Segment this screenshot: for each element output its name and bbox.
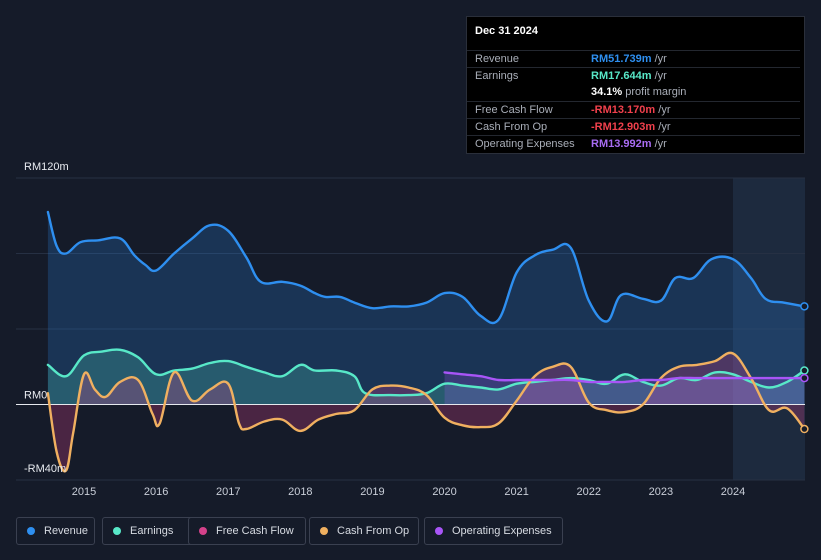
tooltip-row-free-cash-flow: Free Cash Flow -RM13.170m /yr xyxy=(467,101,800,118)
legend-dot-icon xyxy=(435,527,443,535)
tooltip-value: RM13.992m /yr xyxy=(591,138,667,150)
tooltip-value: -RM12.903m /yr xyxy=(591,121,671,133)
tooltip-row-cash-from-op: Cash From Op -RM12.903m /yr xyxy=(467,118,800,135)
tooltip-value: RM17.644m /yr xyxy=(591,70,667,82)
legend-item-cash-from-op[interactable]: Cash From Op xyxy=(309,517,419,545)
legend-item-earnings[interactable]: Earnings xyxy=(102,517,198,545)
legend-item-revenue[interactable]: Revenue xyxy=(16,517,95,545)
end-point-earnings xyxy=(800,366,809,375)
legend-item-operating-expenses[interactable]: Operating Expenses xyxy=(424,517,563,545)
tooltip-row-revenue: Revenue RM51.739m /yr xyxy=(467,50,800,67)
legend-label: Operating Expenses xyxy=(452,525,552,537)
legend-label: Cash From Op xyxy=(337,525,410,537)
line-revenue xyxy=(46,210,806,325)
tooltip-value: RM51.739m /yr xyxy=(591,53,667,65)
tooltip-value: 34.1% profit margin xyxy=(591,86,687,98)
tooltip-date: Dec 31 2024 xyxy=(475,25,538,37)
area-free-cash-flow xyxy=(47,352,805,472)
x-tick-label: 2019 xyxy=(360,486,384,498)
x-tick-label: 2024 xyxy=(721,486,745,498)
end-markers xyxy=(800,302,809,434)
legend-label: Revenue xyxy=(44,525,89,537)
tooltip-row-profit-margin: 34.1% profit margin xyxy=(467,84,800,101)
x-tick-label: 2016 xyxy=(144,486,168,498)
legend-label: Free Cash Flow xyxy=(216,525,294,537)
end-point-revenue xyxy=(800,302,809,311)
y-tick-label: RM120m xyxy=(24,161,69,173)
x-tick-label: 2018 xyxy=(288,486,312,498)
line-operating-expenses xyxy=(443,371,806,384)
y-tick-label: -RM40m xyxy=(24,463,66,475)
series-lines xyxy=(46,210,806,473)
tooltip-label: Revenue xyxy=(475,53,520,65)
legend-dot-icon xyxy=(320,527,328,535)
x-tick-label: 2022 xyxy=(577,486,601,498)
legend-label: Earnings xyxy=(130,525,174,537)
x-tick-label: 2015 xyxy=(72,486,96,498)
tooltip-label: Cash From Op xyxy=(475,121,548,133)
x-axis-labels: 2015 2016 2017 2018 2019 2020 2021 2022 2023 2024 xyxy=(72,486,745,498)
tooltip-label: Free Cash Flow xyxy=(475,104,553,116)
y-tick-label: RM0 xyxy=(24,390,47,402)
end-point-operating-expenses xyxy=(800,373,809,383)
legend-dot-icon xyxy=(199,527,207,535)
end-point-cash-from-op xyxy=(800,424,809,434)
area-earnings xyxy=(47,349,805,405)
y-axis-labels: RM120m RM0 -RM40m xyxy=(24,161,69,475)
tooltip-panel: Dec 31 2024 Revenue RM51.739m /yr Earnin… xyxy=(466,16,805,154)
line-cash-from-op xyxy=(46,351,806,473)
tooltip-row-operating-expenses: Operating Expenses RM13.992m /yr xyxy=(467,135,800,152)
x-tick-label: 2017 xyxy=(216,486,240,498)
tooltip-row-earnings: Earnings RM17.644m /yr xyxy=(467,67,800,84)
x-tick-label: 2023 xyxy=(649,486,673,498)
x-tick-label: 2020 xyxy=(432,486,456,498)
tooltip-label: Earnings xyxy=(475,70,519,82)
area-revenue xyxy=(47,212,805,405)
legend-dot-icon xyxy=(113,527,121,535)
legend-item-free-cash-flow[interactable]: Free Cash Flow xyxy=(188,517,306,545)
tooltip-label: Operating Expenses xyxy=(475,138,575,150)
tooltip-value: -RM13.170m /yr xyxy=(591,104,671,116)
legend-dot-icon xyxy=(27,527,35,535)
x-tick-label: 2021 xyxy=(504,486,528,498)
